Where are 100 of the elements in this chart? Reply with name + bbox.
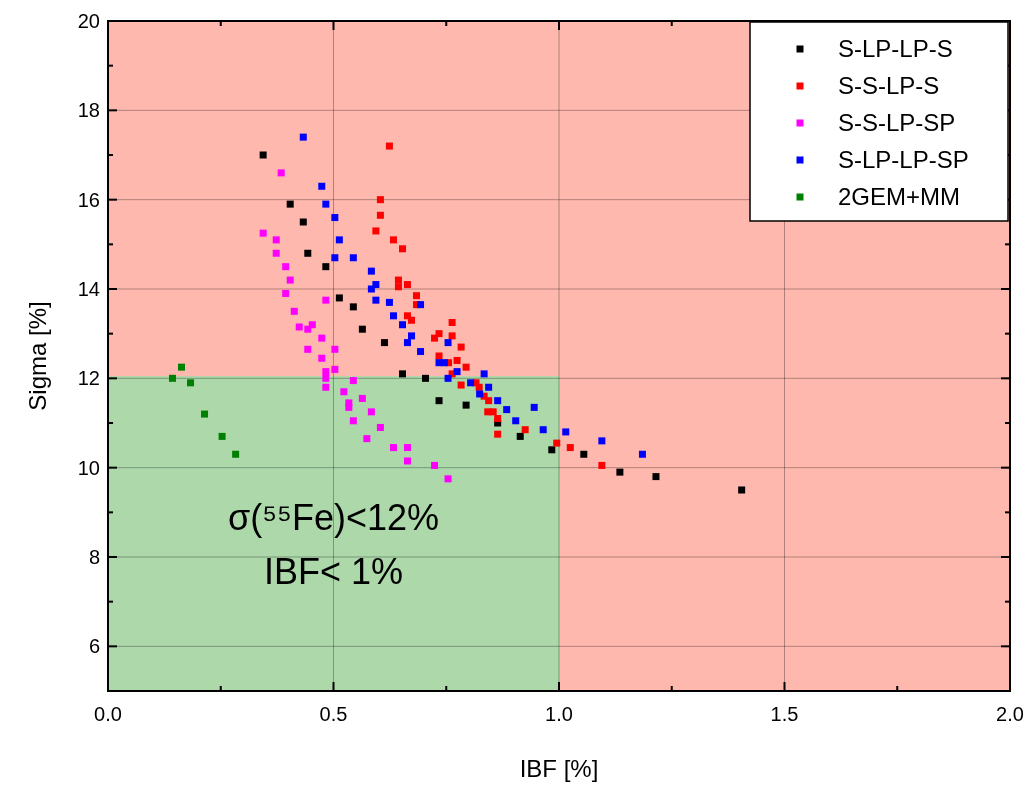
point (232, 450, 240, 458)
legend-label: S-S-LP-SP (838, 109, 956, 137)
point (403, 281, 411, 289)
point (444, 374, 452, 382)
point (286, 200, 294, 208)
point (299, 133, 307, 141)
point (259, 229, 267, 237)
point (272, 236, 280, 244)
point (322, 263, 330, 271)
point (187, 379, 195, 387)
point (331, 345, 339, 353)
point (652, 473, 660, 481)
point (358, 325, 366, 333)
legend-label: S-S-LP-S (838, 72, 940, 100)
point (385, 142, 393, 150)
point (349, 377, 357, 385)
point (494, 415, 502, 423)
point (295, 323, 303, 331)
point (516, 432, 524, 440)
x-tick-label: 0.5 (319, 703, 348, 725)
point (562, 428, 570, 436)
legend-label: 2GEM+MM (838, 183, 961, 211)
point (494, 430, 502, 438)
point (448, 319, 456, 326)
point (521, 426, 529, 434)
point (318, 354, 326, 362)
point (417, 301, 425, 309)
legend-label: S-LP-LP-S (838, 35, 953, 63)
y-tick-label: 16 (77, 188, 100, 211)
point (638, 450, 646, 458)
point (431, 334, 439, 342)
point (448, 332, 456, 340)
point (349, 417, 357, 425)
point (457, 381, 465, 389)
point (422, 374, 429, 382)
point (431, 461, 439, 469)
point (417, 348, 425, 356)
point (485, 397, 493, 405)
point (598, 437, 606, 445)
point (453, 368, 461, 376)
point (335, 294, 343, 302)
point (467, 379, 475, 387)
point (367, 408, 375, 416)
point (444, 339, 452, 347)
point (358, 394, 366, 402)
y-tick-label: 14 (77, 278, 100, 300)
point (444, 475, 452, 483)
point (435, 397, 443, 405)
point (304, 249, 312, 257)
legend-label: S-LP-LP-SP (838, 146, 969, 174)
point (304, 345, 312, 353)
annotation: IBF< 1% (263, 550, 404, 592)
point (349, 303, 357, 311)
point (462, 401, 470, 409)
point (376, 196, 384, 204)
point (480, 370, 488, 378)
point (580, 450, 588, 458)
point (363, 435, 371, 443)
point (201, 410, 209, 418)
annotation: σ(⁵⁵Fe)<12% (227, 497, 440, 539)
point (530, 403, 538, 411)
y-tick-label: 18 (77, 99, 100, 122)
point (322, 368, 330, 376)
point (322, 374, 330, 382)
point (345, 403, 353, 411)
point (318, 334, 326, 342)
point (367, 285, 375, 293)
y-tick-label: 10 (77, 456, 100, 479)
point (380, 339, 388, 347)
point (403, 444, 411, 452)
y-axis-title: Sigma [%] (24, 301, 51, 411)
point (277, 169, 285, 177)
x-tick-label: 2.0 (996, 703, 1024, 725)
point (259, 151, 267, 159)
y-tick-label: 8 (88, 546, 100, 568)
point (272, 249, 280, 257)
point (408, 332, 416, 340)
point (349, 254, 357, 262)
point (331, 214, 339, 222)
point (399, 370, 406, 378)
point (394, 283, 402, 291)
point (322, 383, 330, 391)
point (399, 245, 406, 253)
point (385, 298, 393, 306)
point (408, 316, 416, 324)
point (282, 289, 290, 297)
point (476, 390, 484, 398)
point (299, 218, 307, 226)
point (304, 325, 312, 333)
point (489, 408, 497, 416)
point (494, 397, 502, 405)
point (403, 457, 411, 465)
x-tick-label: 1.5 (770, 703, 799, 725)
point (372, 296, 380, 304)
point (376, 423, 384, 431)
point (389, 236, 397, 244)
point (435, 330, 443, 338)
y-tick-label: 6 (88, 635, 100, 658)
y-tick-label: 20 (77, 10, 100, 32)
x-tick-label: 0.0 (94, 703, 122, 725)
